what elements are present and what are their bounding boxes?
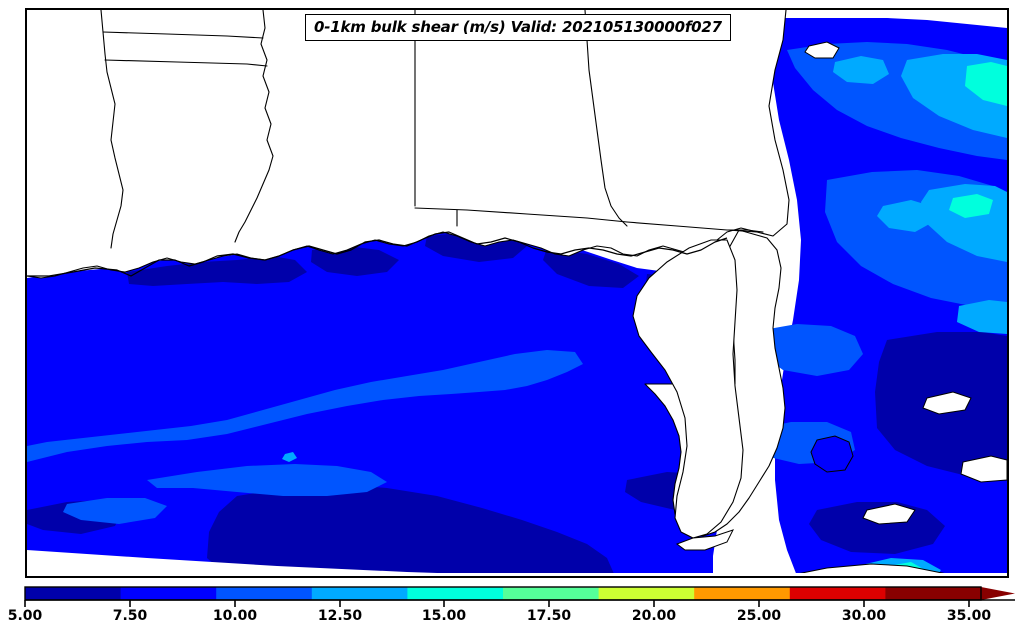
colorbar-overflow-arrow — [981, 587, 1015, 600]
gulf-island-small — [804, 41, 840, 59]
colorbar-tick-labels: 5.00 7.50 10.00 12.50 15.00 17.50 20.00 25.00 30… — [0, 608, 1033, 633]
colorbar-band-15.00-17.50 — [407, 587, 504, 600]
colorbar-band-17.50-20.00 — [503, 587, 600, 600]
colorbar-label-17.50: 17.50 — [526, 608, 572, 624]
colorbar-label-30.00: 30.00 — [841, 608, 887, 624]
colorbar-label-15.00: 15.00 — [421, 608, 467, 624]
colorbar-band-7.50-10.00 — [120, 587, 217, 600]
gulf-coastline — [27, 231, 728, 277]
data-mask-wedge — [27, 550, 527, 576]
colorbar-band-12.50-15.00 — [311, 587, 408, 600]
bahamas-island-1 — [960, 455, 1007, 483]
colorbar-band-30.00-35.00 — [789, 587, 886, 600]
colorbar-band-25.00-30.00 — [694, 587, 791, 600]
land-continental-us — [27, 10, 790, 279]
colorbar-label-7.50: 7.50 — [112, 608, 148, 624]
colorbar-band->35.00 — [885, 587, 982, 600]
plot-title: 0-1km bulk shear (m/s) Valid: 2021051300… — [305, 14, 731, 41]
colorbar-label-20.00: 20.00 — [631, 608, 677, 624]
colorbar-band-20.00-25.00 — [598, 587, 695, 600]
map-panel — [25, 8, 1009, 578]
colorbar-label-35.00: 35.00 — [946, 608, 992, 624]
map-canvas — [27, 10, 1007, 576]
panel-bottom-gap — [27, 573, 1007, 576]
colorbar-label-12.50: 12.50 — [317, 608, 363, 624]
colorbar-band-10.00-12.50 — [216, 587, 313, 600]
colorbar-band-5.00-7.50 — [25, 587, 122, 600]
florida-keys — [675, 529, 734, 551]
colorbar-label-10.00: 10.00 — [212, 608, 258, 624]
colorbar-label-25.00: 25.00 — [736, 608, 782, 624]
colorbar-swatches — [24, 586, 1015, 607]
state-borders — [100, 10, 764, 249]
colorbar: 5.00 7.50 10.00 12.50 15.00 17.50 20.00 25.00 30… — [0, 586, 1033, 633]
colorbar-label-5.00: 5.00 — [7, 608, 43, 624]
florida-west-coast — [632, 239, 854, 539]
bahamas-island-3 — [862, 503, 916, 525]
colorbar-outline — [24, 586, 982, 601]
bahamas-island-2 — [922, 391, 972, 415]
lake-okeechobee — [810, 435, 854, 473]
